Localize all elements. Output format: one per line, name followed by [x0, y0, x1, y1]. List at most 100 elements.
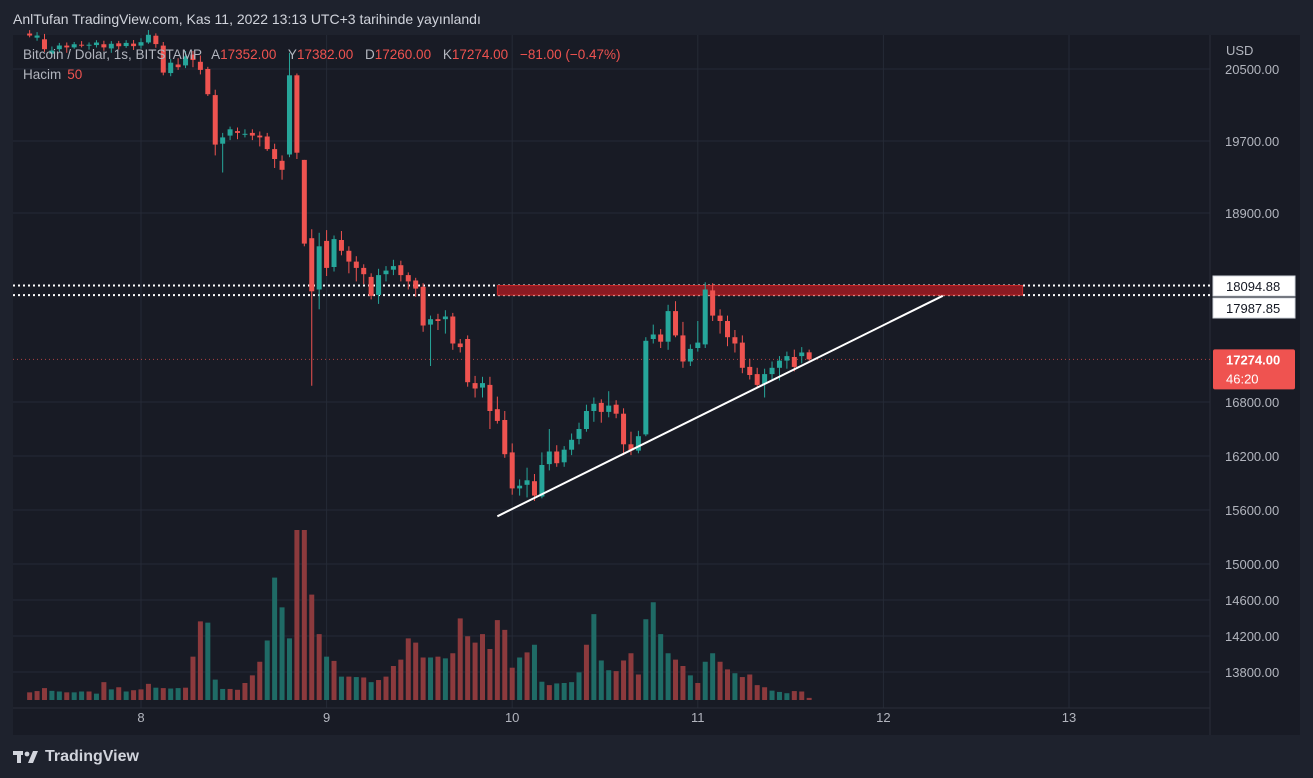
countdown-tag-text: 46:20 [1226, 371, 1259, 386]
volume-bar [183, 687, 189, 700]
volume-bar [398, 659, 404, 700]
candle-body [643, 340, 649, 435]
candle-body [450, 316, 456, 344]
candle-body [784, 356, 790, 361]
candle-body [724, 321, 730, 338]
candle-body [442, 316, 448, 320]
candle-body [93, 42, 99, 46]
low-value: 17260.00 [374, 47, 432, 62]
candle-body [190, 54, 196, 60]
footer-brand-text: TradingView [45, 748, 139, 765]
candle-body [249, 132, 255, 136]
price-tick-label: 16200.00 [1225, 449, 1279, 464]
resistance-zone[interactable] [496, 284, 1024, 296]
volume-bar [153, 687, 159, 700]
candle-body [56, 45, 62, 50]
ascending-trendline[interactable] [496, 294, 944, 518]
resistance-price-tag-text: 17987.85 [1226, 301, 1280, 316]
volume-bar [739, 677, 745, 700]
candle-body [457, 343, 463, 348]
candle-body [635, 436, 641, 451]
candle-body [160, 45, 166, 73]
volume-bar [413, 642, 419, 700]
candle-body [49, 50, 55, 54]
candle-body [316, 246, 322, 290]
volume-bar [34, 691, 40, 700]
candle-body [264, 136, 270, 150]
volume-bar [784, 693, 790, 700]
candle-body [480, 383, 486, 388]
candle-body [494, 409, 500, 421]
low-label: D [365, 47, 375, 62]
candle-body [242, 133, 248, 135]
volume-bar [93, 693, 99, 700]
volume-bar [286, 638, 292, 700]
volume-bar [242, 683, 248, 700]
candle-body [101, 44, 107, 48]
price-tick-label: 20500.00 [1225, 62, 1279, 77]
candle-body [353, 261, 359, 268]
candle-body [732, 337, 738, 344]
candle-body [116, 43, 122, 47]
price-tick-label: 14200.00 [1225, 629, 1279, 644]
volume-bar [591, 614, 597, 700]
volume-bar [309, 594, 315, 700]
volume-bar [383, 676, 389, 700]
candle-body [272, 149, 278, 159]
tradingview-logo-icon [13, 751, 38, 763]
chart-panel[interactable] [13, 35, 1300, 735]
candle-body [606, 405, 612, 412]
candle-body [220, 137, 226, 144]
volume-bar [724, 669, 730, 700]
volume-bar [643, 619, 649, 700]
symbol-label: Bitcoin / Dolar, 1s, BITSTAMP [23, 47, 203, 62]
volume-bar [353, 677, 359, 700]
candle-body [338, 240, 344, 251]
candle-body [361, 267, 367, 275]
volume-bar [428, 657, 434, 700]
candle-body [799, 352, 805, 357]
volume-bar [695, 683, 701, 700]
high-label: Y [287, 47, 297, 62]
volume-bar [235, 689, 241, 700]
volume-bar [658, 634, 664, 700]
candle-body [257, 135, 263, 138]
volume-bar [561, 683, 567, 700]
currency-label: USD [1226, 43, 1253, 58]
volume-bar [673, 659, 679, 700]
volume-bar [613, 671, 619, 700]
price-tick-label: 15600.00 [1225, 503, 1279, 518]
candle-body [301, 159, 307, 244]
volume-bar [123, 691, 129, 700]
candle-body [212, 95, 218, 145]
candle-body [205, 69, 211, 95]
volume-bar [116, 687, 122, 700]
volume-bar [294, 530, 300, 700]
candle-body [131, 43, 137, 47]
volume-bar [264, 640, 270, 700]
volume-bar [420, 657, 426, 700]
volume-bar [539, 681, 545, 700]
candle-body [465, 339, 471, 383]
candle-body [539, 465, 545, 497]
volume-bar [27, 692, 33, 700]
candle-body [79, 44, 85, 46]
volume-bar [108, 689, 114, 700]
volume-bar [86, 691, 92, 700]
candle-body [168, 62, 174, 74]
candle-body [576, 429, 582, 439]
candle-body [398, 265, 404, 276]
candle-body [591, 403, 597, 411]
candle-body [227, 129, 233, 136]
last-price-tag[interactable] [1213, 349, 1295, 390]
volume-bar [368, 682, 374, 700]
volume-bar [249, 675, 255, 700]
volume-bar [650, 602, 656, 700]
volume-bar [457, 618, 463, 700]
candle-body [472, 383, 478, 389]
candle-body [34, 35, 40, 38]
volume-bar [190, 656, 196, 700]
volume-bar [576, 672, 582, 700]
footer-brand[interactable]: TradingView [13, 746, 139, 768]
